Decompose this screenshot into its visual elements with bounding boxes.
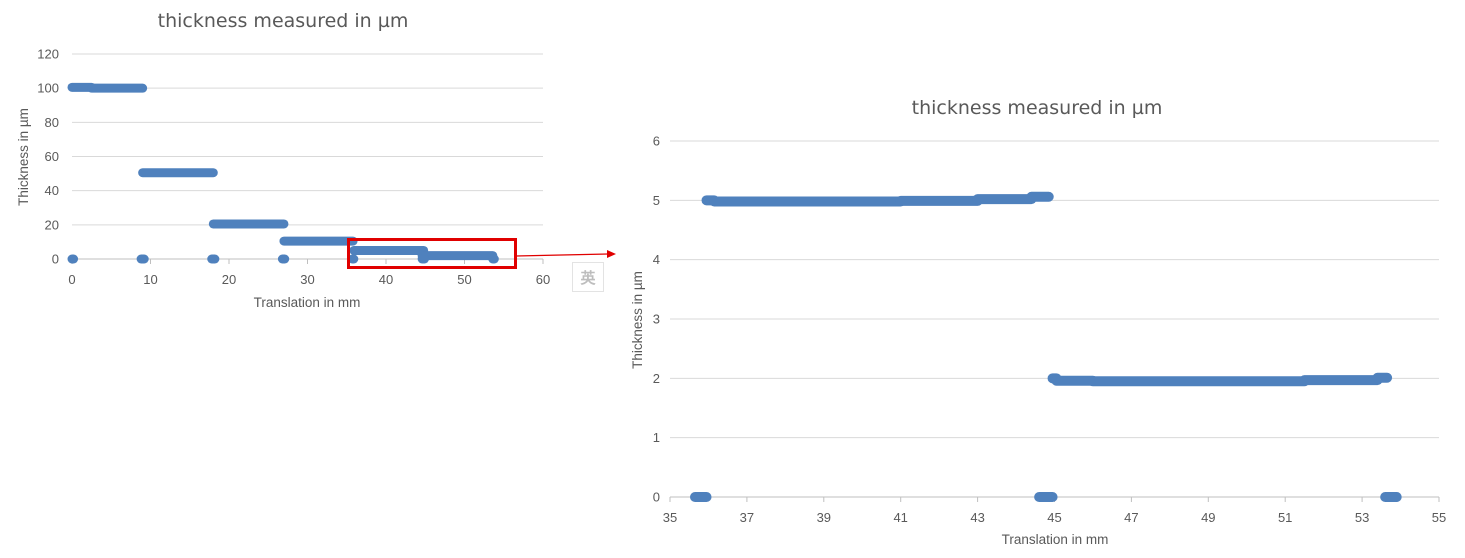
y-tick-label: 0 [52,252,59,267]
highlight-box [347,238,517,269]
x-tick-label: 43 [970,510,984,525]
x-tick-label: 0 [68,272,75,287]
ime-indicator: 英 [572,262,604,292]
x-tick-label: 41 [893,510,907,525]
x-tick-label: 40 [379,272,393,287]
y-tick-label: 3 [653,312,660,327]
y-tick-label: 120 [37,47,59,62]
x-tick-label: 20 [222,272,236,287]
x-tick-label: 47 [1124,510,1138,525]
x-tick-label: 30 [300,272,314,287]
x-tick-label: 35 [663,510,677,525]
x-tick-label: 51 [1278,510,1292,525]
y-tick-label: 40 [45,183,59,198]
zoom-arrow-head [607,250,616,258]
y-tick-label: 60 [45,149,59,164]
x-tick-label: 10 [143,272,157,287]
x-tick-label: 45 [1047,510,1061,525]
overview-chart: thickness measured in µm 020406080100120… [16,10,550,310]
y-tick-label: 0 [653,490,660,505]
y-tick-label: 100 [37,81,59,96]
x-tick-label: 55 [1432,510,1446,525]
y-tick-label: 6 [653,134,660,149]
x-tick-label: 60 [536,272,550,287]
y-tick-label: 20 [45,217,59,232]
chart1-x-axis-label: Translation in mm [254,295,361,310]
chart2-x-axis-label: Translation in mm [1002,532,1109,547]
y-tick-label: 2 [653,371,660,386]
x-tick-label: 50 [457,272,471,287]
x-tick-label: 49 [1201,510,1215,525]
chart1-title: thickness measured in µm [158,10,409,32]
x-tick-label: 53 [1355,510,1369,525]
y-tick-label: 5 [653,193,660,208]
y-tick-label: 4 [653,252,660,267]
ime-indicator-text: 英 [580,269,596,287]
x-tick-label: 37 [740,510,754,525]
y-tick-label: 1 [653,430,660,445]
chart2-title: thickness measured in µm [912,97,1163,119]
chart2-y-axis-label: Thickness in µm [630,271,645,369]
x-tick-label: 39 [817,510,831,525]
zoom-highlight [347,238,616,269]
zoom-arrow-line [515,253,609,257]
chart1-y-axis-label: Thickness in µm [16,108,31,206]
y-tick-label: 80 [45,115,59,130]
